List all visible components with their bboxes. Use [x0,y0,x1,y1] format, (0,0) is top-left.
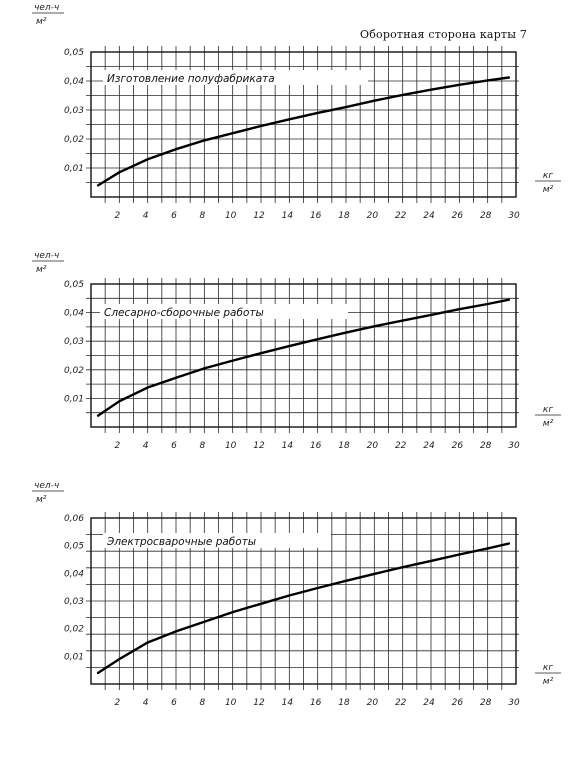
y-tick-label: 0,05 [64,542,84,552]
x-tick-label: 20 [367,441,379,451]
x-tick-label: 2 [114,441,120,451]
chart-frame [90,283,517,428]
page-header: Оборотная сторона карты 7 [360,28,528,41]
x-tick-label: 14 [282,211,294,221]
chart-frame [90,51,517,198]
chart-annotation: Слесарно-сборочные работы [104,307,264,319]
y-tick-label: 0,05 [64,280,84,290]
x-tick-label: 6 [171,441,177,451]
x-tick-label: 16 [310,441,322,451]
chart-grid [86,46,519,203]
y-axis-unit-bottom: м² [36,17,47,27]
chart-assembly-work: Слесарно-сборочные работы 0,01 0,02 0,03 0,0… [32,251,561,451]
x-tick-label: 2 [114,698,120,708]
x-tick-label: 4 [143,211,149,221]
x-tick-label: 14 [282,698,294,708]
y-tick-label: 0,01 [64,394,84,404]
x-tick-label: 30 [508,441,520,451]
x-tick-label: 20 [367,211,379,221]
y-tick-label: 0,04 [64,309,84,319]
y-tick-label: 0,01 [64,164,84,174]
series-line [96,76,511,187]
x-tick-label: 6 [171,211,177,221]
x-tick-label: 26 [452,698,464,708]
series-line [96,542,511,675]
x-tick-label: 18 [338,211,350,221]
x-tick-label: 16 [310,211,322,221]
x-tick-label: 8 [199,441,205,451]
y-tick-label: 0,02 [64,625,84,635]
y-tick-label: 0,03 [64,106,84,116]
x-tick-label: 30 [508,698,520,708]
chart-grid [86,278,519,433]
y-axis-unit-top: чел-ч [34,481,59,491]
x-tick-label: 8 [199,698,205,708]
x-tick-label: 22 [395,698,407,708]
y-tick-label: 0,03 [64,337,84,347]
x-tick-label: 18 [338,441,350,451]
x-axis-unit-top: кг [543,663,553,673]
x-axis-unit-bottom: м² [543,419,554,429]
x-tick-label: 18 [338,698,350,708]
x-tick-label: 12 [253,441,265,451]
x-tick-label: 10 [225,211,237,221]
y-tick-label: 0,04 [64,569,84,579]
annotation-background [103,533,331,548]
x-tick-label: 30 [508,211,520,221]
chart-annotation: Изготовление полуфабриката [107,73,275,85]
x-axis-unit-top: кг [543,171,553,181]
annotation-background [100,304,348,319]
y-tick-label: 0,04 [64,77,84,87]
y-tick-label: 0,06 [64,514,84,524]
x-tick-label: 8 [199,211,205,221]
y-axis-unit-top: чел-ч [34,3,59,13]
x-tick-label: 16 [310,698,322,708]
x-tick-label: 10 [225,441,237,451]
x-tick-label: 26 [452,211,464,221]
x-tick-label: 10 [225,698,237,708]
x-axis-unit-top: кг [543,405,553,415]
y-tick-label: 0,05 [64,48,84,58]
y-tick-label: 0,02 [64,366,84,376]
x-tick-label: 6 [171,698,177,708]
x-tick-label: 24 [423,441,435,451]
x-tick-label: 22 [395,441,407,451]
x-tick-label: 28 [480,441,492,451]
y-tick-label: 0,03 [64,597,84,607]
x-tick-label: 12 [253,698,265,708]
x-tick-label: 2 [114,211,120,221]
y-tick-label: 0,01 [64,652,84,662]
x-tick-label: 26 [452,441,464,451]
x-tick-label: 24 [423,698,435,708]
series-line [96,298,511,417]
y-axis-unit-bottom: м² [36,495,47,505]
x-tick-label: 20 [367,698,379,708]
x-axis-unit-bottom: м² [543,677,554,687]
x-tick-label: 4 [143,441,149,451]
x-axis-unit-bottom: м² [543,185,554,195]
x-tick-label: 4 [143,698,149,708]
chart-frame [90,517,517,685]
x-tick-label: 28 [480,698,492,708]
x-tick-label: 28 [480,211,492,221]
x-tick-label: 22 [395,211,407,221]
y-tick-label: 0,02 [64,135,84,145]
y-axis-unit-top: чел-ч [34,251,59,261]
x-tick-label: 24 [423,211,435,221]
x-tick-label: 12 [253,211,265,221]
x-tick-label: 14 [282,441,294,451]
chart-electric-welding-work: Электросварочные работы 0,01 0,02 0,03 0,04 0… [32,481,561,708]
y-axis-unit-bottom: м² [36,265,47,275]
chart-annotation: Электросварочные работы [106,536,256,548]
annotation-background [103,70,368,85]
chart-semi-finished-production: Изготовление полуфабриката 0,01 0,02 0,03 0,… [32,3,561,221]
